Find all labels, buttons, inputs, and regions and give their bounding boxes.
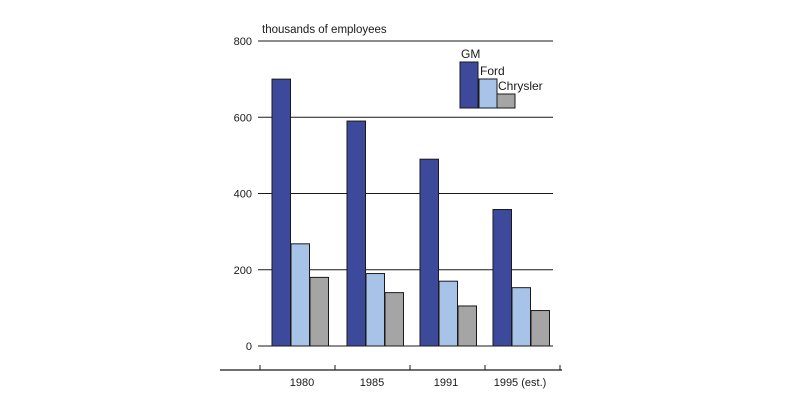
bar-gm-1985: [346, 120, 366, 347]
y-tick-label-600: 600: [234, 112, 252, 124]
legend-swatch-ford: [478, 78, 498, 109]
x-tick-label-1991: 1991: [434, 377, 458, 389]
bar-chrysler-1980: [309, 276, 329, 347]
bar-chrysler-1991: [457, 305, 477, 347]
x-tick-label-1985: 1985: [360, 377, 384, 389]
bar-gm-1980: [271, 78, 291, 347]
bar-chrysler-1995: [530, 310, 550, 347]
bar-chrysler-1985: [384, 292, 404, 347]
legend-label-ford: Ford: [480, 64, 505, 78]
bar-gm-1991: [419, 158, 439, 347]
x-tick-label-1980: 1980: [290, 377, 314, 389]
legend-label-gm: GM: [461, 47, 480, 61]
legend-swatch-chrysler: [496, 93, 516, 109]
y-axis-label: thousands of employees: [262, 24, 387, 36]
legend-swatch-gm: [459, 61, 479, 109]
bar-ford-1991: [438, 280, 458, 347]
bar-gm-1995: [492, 209, 512, 347]
x-tick-label-1995: 1995 (est.): [494, 377, 547, 389]
y-tick-label-0: 0: [246, 341, 252, 353]
bars: [271, 78, 550, 347]
y-tick-label-200: 200: [234, 265, 252, 277]
y-tick-label-800: 800: [234, 36, 252, 48]
y-tick-label-400: 400: [234, 189, 252, 201]
axes: 0 200 400 600 800 1980 1985 1991 1995 (est.): [220, 36, 562, 389]
legend-label-chrysler: Chrysler: [498, 79, 543, 93]
bar-ford-1995: [511, 287, 531, 347]
bar-ford-1985: [365, 273, 385, 347]
bar-ford-1980: [290, 243, 310, 347]
